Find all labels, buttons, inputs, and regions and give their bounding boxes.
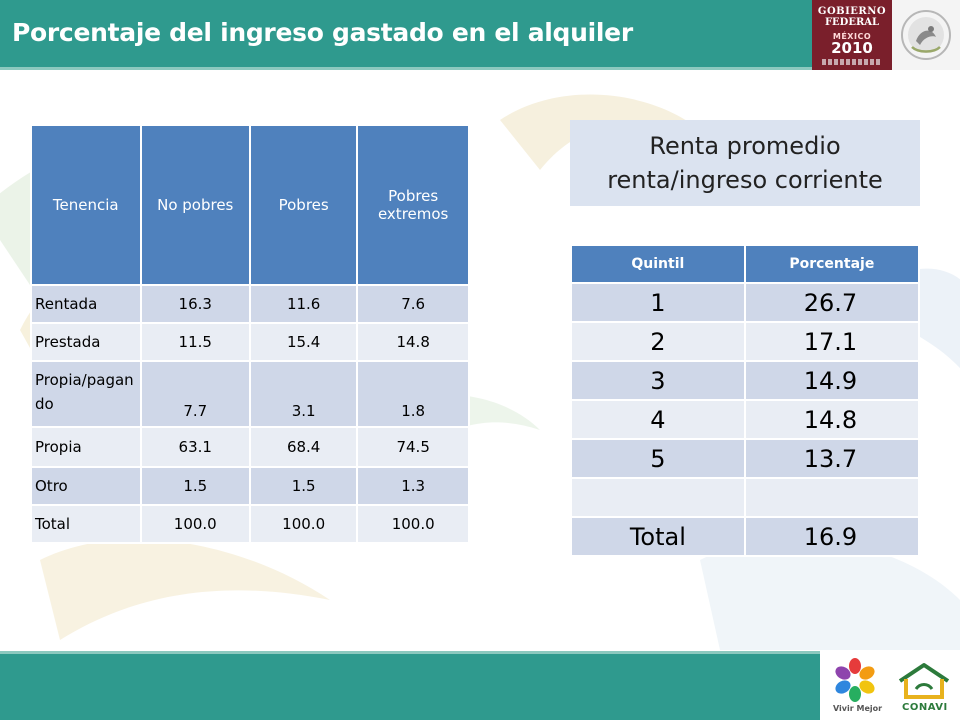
table-row: 4 14.8 bbox=[570, 399, 921, 440]
table-cell: 11.6 bbox=[248, 284, 359, 324]
porcentaje-cell: 14.9 bbox=[743, 360, 921, 401]
table-row: Otro 1.5 1.5 1.3 bbox=[30, 466, 470, 506]
footer-bar bbox=[0, 651, 820, 720]
table-row bbox=[570, 477, 921, 518]
footer-logos bbox=[820, 651, 960, 720]
table-row: 5 13.7 bbox=[570, 438, 921, 479]
table-cell: 100.0 bbox=[356, 504, 470, 544]
table-cell: 100.0 bbox=[139, 504, 251, 544]
gov-logo-stripe bbox=[822, 59, 882, 65]
table-cell: 15.4 bbox=[248, 322, 359, 362]
table-row: Propia/pagando 7.7 3.1 1.8 bbox=[30, 360, 470, 428]
column-header: Pobres extremos bbox=[356, 124, 470, 286]
table-cell: 68.4 bbox=[248, 426, 359, 468]
quintil-cell bbox=[570, 477, 746, 518]
quintil-cell: Total bbox=[570, 516, 746, 557]
table-cell: 3.1 bbox=[248, 360, 359, 428]
column-header: Pobres bbox=[248, 124, 359, 286]
gobierno-federal-logo: GOBIERNO FEDERAL MÉXICO 2010 bbox=[812, 0, 892, 70]
quintil-cell: 5 bbox=[570, 438, 746, 479]
table-cell: 7.7 bbox=[139, 360, 251, 428]
vivir-mejor-logo-icon bbox=[835, 658, 875, 702]
table-row: 2 17.1 bbox=[570, 321, 921, 362]
table-row: 3 14.9 bbox=[570, 360, 921, 401]
row-label: Propia bbox=[30, 426, 142, 468]
gov-logo-line2: FEDERAL bbox=[824, 17, 880, 28]
renta-promedio-box: Renta promedio renta/ingreso corriente bbox=[570, 120, 920, 206]
column-header: Quintil bbox=[570, 244, 746, 284]
vivir-mejor-label: Vivir Mejor bbox=[833, 704, 883, 713]
renta-box-line2: renta/ingreso corriente bbox=[607, 166, 883, 194]
column-header: Tenencia bbox=[30, 124, 142, 286]
table-cell: 100.0 bbox=[248, 504, 359, 544]
quintil-cell: 1 bbox=[570, 282, 746, 323]
row-label: Total bbox=[30, 504, 142, 544]
table-cell: 11.5 bbox=[139, 322, 251, 362]
porcentaje-cell: 17.1 bbox=[743, 321, 921, 362]
table-cell: 7.6 bbox=[356, 284, 470, 324]
table-cell: 1.8 bbox=[356, 360, 470, 428]
table-cell: 14.8 bbox=[356, 322, 470, 362]
table-row: Prestada 11.5 15.4 14.8 bbox=[30, 322, 470, 362]
porcentaje-cell bbox=[743, 477, 921, 518]
conavi-label: CONAVI bbox=[902, 702, 948, 713]
porcentaje-cell: 16.9 bbox=[743, 516, 921, 557]
table-row: Total 100.0 100.0 100.0 bbox=[30, 504, 470, 544]
quintil-table-header: Quintil Porcentaje bbox=[570, 244, 921, 284]
porcentaje-cell: 14.8 bbox=[743, 399, 921, 440]
gov-logo-year: 2010 bbox=[831, 39, 873, 57]
table-row: Total 16.9 bbox=[570, 516, 921, 557]
row-label: Otro bbox=[30, 466, 142, 506]
table-cell: 63.1 bbox=[139, 426, 251, 468]
table-cell: 16.3 bbox=[139, 284, 251, 324]
quintil-table: Quintil Porcentaje 1 26.7 2 17.1 3 14.9 … bbox=[570, 244, 921, 557]
conavi-house-logo-icon bbox=[898, 663, 950, 699]
table-row: Propia 63.1 68.4 74.5 bbox=[30, 426, 470, 468]
renta-box-line1: Renta promedio bbox=[649, 132, 841, 160]
row-label: Rentada bbox=[30, 284, 142, 324]
table-row: Rentada 16.3 11.6 7.6 bbox=[30, 284, 470, 324]
page-title: Porcentaje del ingreso gastado en el alq… bbox=[12, 18, 633, 47]
quintil-cell: 3 bbox=[570, 360, 746, 401]
row-label: Prestada bbox=[30, 322, 142, 362]
porcentaje-cell: 13.7 bbox=[743, 438, 921, 479]
column-header: Porcentaje bbox=[743, 244, 921, 284]
gov-logo-line1: GOBIERNO bbox=[817, 6, 887, 17]
table-cell: 74.5 bbox=[356, 426, 470, 468]
tenencia-table: Tenencia No pobres Pobres Pobres extremo… bbox=[30, 124, 470, 544]
quintil-cell: 4 bbox=[570, 399, 746, 440]
table-cell: 1.3 bbox=[356, 466, 470, 506]
table-cell: 1.5 bbox=[248, 466, 359, 506]
gov-logo-mexico: MÉXICO bbox=[832, 32, 872, 41]
table-row: 1 26.7 bbox=[570, 282, 921, 323]
row-label: Propia/pagando bbox=[30, 360, 142, 428]
national-seal-icon bbox=[892, 0, 960, 70]
tenencia-table-header: Tenencia No pobres Pobres Pobres extremo… bbox=[30, 124, 470, 286]
table-cell: 1.5 bbox=[139, 466, 251, 506]
porcentaje-cell: 26.7 bbox=[743, 282, 921, 323]
header-bar: Porcentaje del ingreso gastado en el alq… bbox=[0, 0, 812, 70]
quintil-cell: 2 bbox=[570, 321, 746, 362]
column-header: No pobres bbox=[139, 124, 251, 286]
